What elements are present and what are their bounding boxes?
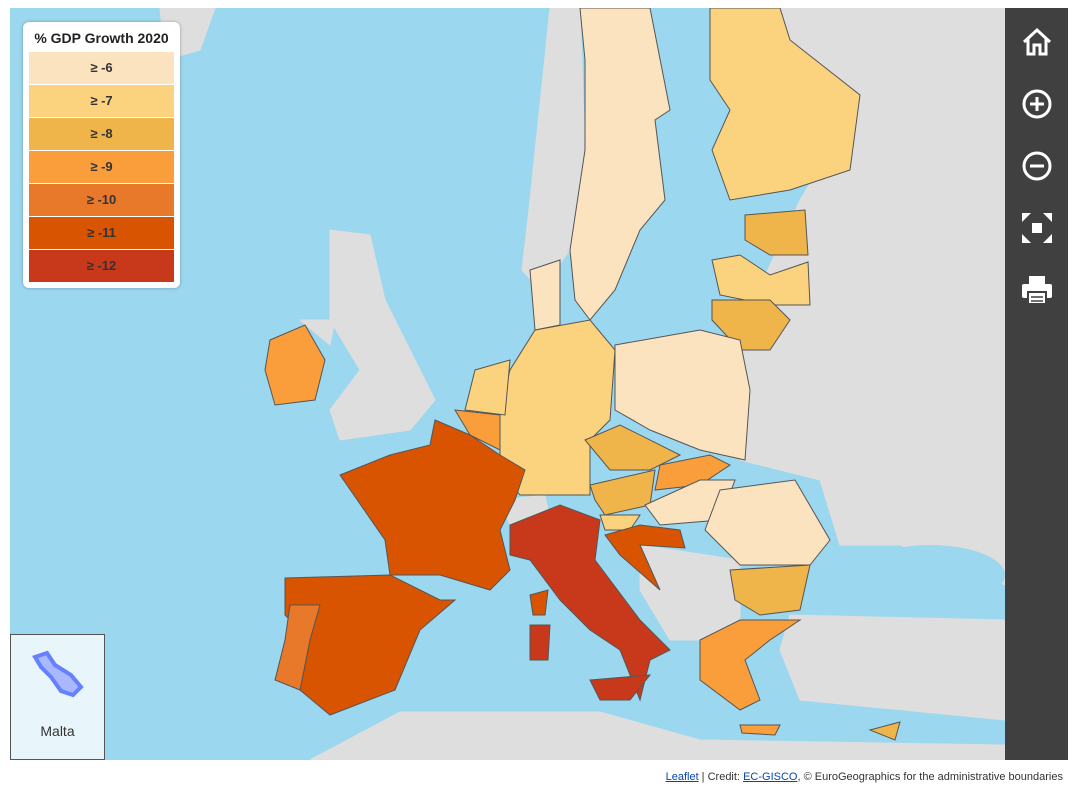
- belgium: [454, 409, 501, 451]
- austria: [589, 469, 656, 516]
- legend-item: ≥ -9: [29, 151, 174, 183]
- attribution-text: , © EuroGeographics for the administrati…: [797, 771, 1063, 783]
- legend-item: ≥ -7: [29, 85, 174, 117]
- croatia: [604, 524, 686, 591]
- map: [10, 8, 1005, 760]
- zoom-in-button[interactable]: [1019, 86, 1055, 122]
- print-button[interactable]: [1019, 272, 1055, 308]
- home-button[interactable]: [1019, 24, 1055, 60]
- legend-item: ≥ -12: [29, 250, 174, 282]
- greece: [699, 619, 802, 711]
- denmark: [529, 259, 561, 331]
- legend-item: ≥ -6: [29, 52, 174, 84]
- credit-text: | Credit:: [698, 771, 744, 783]
- bulgaria: [729, 564, 811, 616]
- leaflet-link[interactable]: Leaflet: [665, 771, 699, 783]
- crete: [739, 724, 781, 736]
- finland: [709, 8, 861, 201]
- malta: [32, 650, 84, 698]
- zoom-out-button[interactable]: [1019, 148, 1055, 184]
- legend-title: % GDP Growth 2020: [34, 30, 169, 46]
- czechia: [584, 424, 682, 471]
- sardinia: [529, 624, 551, 661]
- netherlands: [464, 359, 511, 416]
- attribution: Leaflet | Credit: EC-GISCO, © EuroGeogra…: [666, 771, 1063, 783]
- fullscreen-button[interactable]: [1019, 210, 1055, 246]
- france: [339, 419, 526, 591]
- legend-item: ≥ -10: [29, 184, 174, 216]
- legend: % GDP Growth 2020 ≥ -6 ≥ -7 ≥ -8 ≥ -9 ≥ -10 ≥…: [23, 22, 180, 288]
- portugal: [274, 604, 321, 691]
- slovakia: [654, 454, 731, 491]
- black-sea: [855, 545, 1005, 605]
- toolbar: [1005, 8, 1068, 760]
- ireland: [264, 324, 326, 406]
- legend-item: ≥ -11: [29, 217, 174, 249]
- countries: [264, 8, 901, 741]
- latvia: [711, 254, 811, 306]
- estonia: [744, 209, 809, 256]
- legend-item: ≥ -8: [29, 118, 174, 150]
- malta-shape: [32, 650, 84, 698]
- malta-inset: Malta: [10, 634, 105, 760]
- cyprus: [868, 721, 901, 741]
- inset-label: Malta: [40, 723, 75, 739]
- corsica: [529, 589, 549, 616]
- source-link[interactable]: EC-GISCO: [743, 771, 798, 783]
- sicily: [589, 674, 652, 701]
- poland: [614, 329, 751, 461]
- sweden: [569, 8, 671, 321]
